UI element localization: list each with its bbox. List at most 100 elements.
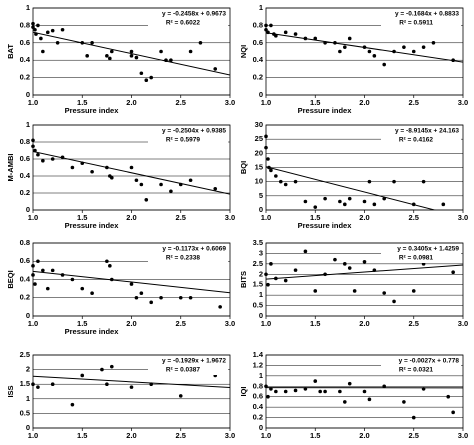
data-point: [333, 257, 337, 262]
data-point: [283, 278, 288, 283]
y-tick-label: 0: [26, 423, 30, 432]
trend-line: [33, 151, 230, 195]
data-point: [411, 49, 416, 54]
data-point: [41, 268, 45, 273]
y-tick-label: 1: [26, 394, 30, 403]
plot-frame: [265, 354, 464, 429]
trend-line: [266, 264, 463, 280]
data-point: [347, 36, 352, 41]
trend-line: [33, 270, 230, 294]
data-point: [421, 45, 426, 49]
data-point: [264, 145, 268, 150]
data-point: [80, 286, 85, 291]
data-point: [382, 384, 387, 389]
y-tick-label: 0.2: [253, 413, 263, 422]
y-axis-label: M-AMBI: [6, 154, 15, 182]
x-tick-label: 1.5: [77, 98, 87, 107]
panel: 0 0.2 0.4 0.6 0.8 1 1.0 1.5 2.0 2.5 3.0 Pressure in…: [6, 120, 235, 230]
trend-line: [266, 166, 437, 210]
data-point: [293, 268, 298, 272]
data-point: [313, 379, 318, 383]
panel: 00.2 0.40.6 0.81 1.21.4 1.0 1.5 2.0 2.5 3.0 IQI y …: [239, 350, 468, 440]
data-point: [105, 382, 109, 387]
equation: y = -0.1684x + 0.8833: [395, 11, 459, 18]
y-tick-label: 0.6: [20, 38, 30, 47]
data-point: [188, 178, 193, 183]
data-point: [367, 179, 372, 184]
plot-frame: [265, 124, 464, 211]
y-tick-label: 1: [259, 371, 263, 380]
data-point: [323, 196, 327, 201]
equation: y = 0.3405x + 1.4259: [397, 246, 459, 253]
x-tick-label: 1.0: [261, 213, 271, 222]
y-tick-label: 0.2: [20, 188, 30, 197]
y-tick-label: 0: [259, 423, 263, 432]
data-point: [343, 262, 347, 266]
equation-box: [148, 357, 228, 375]
y-axis-label: BITS: [239, 271, 248, 288]
data-point: [362, 259, 367, 264]
data-point: [139, 71, 144, 76]
data-point: [269, 168, 273, 173]
data-point: [451, 410, 455, 415]
data-point: [264, 134, 268, 139]
y-tick-label: 0.6: [20, 256, 30, 265]
data-point: [31, 21, 35, 26]
y-tick-label: 2: [259, 269, 263, 278]
equation-box: [148, 245, 228, 263]
y-tick-label: 0: [26, 311, 30, 320]
data-point: [382, 62, 387, 67]
data-point: [367, 49, 372, 54]
data-point: [36, 385, 40, 389]
data-point: [159, 295, 163, 300]
data-point: [100, 367, 104, 372]
trend-line: [266, 32, 463, 63]
x-tick-label: 1.0: [28, 98, 38, 107]
x-tick-label: 2.5: [409, 319, 419, 328]
r-squared: R² = 0.6022: [166, 20, 201, 27]
y-axis-label: BQI: [239, 161, 248, 174]
data-point: [169, 189, 173, 194]
y-tick-label: 0.5: [20, 408, 30, 417]
data-point: [313, 36, 318, 41]
x-tick-label: 3.0: [225, 431, 235, 440]
data-point: [178, 394, 183, 398]
x-tick-label: 2.0: [359, 319, 369, 328]
x-axis-label: Pressure index: [298, 221, 353, 230]
y-tick-label: 0: [259, 90, 263, 99]
data-point: [139, 182, 144, 187]
plot-frame: [265, 7, 464, 96]
data-point: [149, 300, 153, 305]
y-tick-label: 0.8: [253, 20, 263, 29]
data-point: [293, 32, 298, 36]
data-point: [108, 56, 112, 61]
y-tick-label: 15: [255, 162, 263, 171]
x-tick-label: 1.0: [28, 431, 38, 440]
y-tick-label: 1.2: [253, 360, 263, 369]
data-point: [50, 28, 55, 33]
x-tick-label: 3.0: [458, 213, 468, 222]
plot-frame: [32, 124, 231, 211]
data-point: [134, 295, 139, 300]
data-point: [129, 165, 134, 170]
y-tick-label: 0.8: [20, 20, 30, 29]
data-point: [105, 259, 109, 264]
y-tick-label: 1: [26, 120, 30, 129]
data-point: [60, 27, 65, 32]
y-tick-label: 1: [26, 3, 30, 12]
trend-line: [33, 375, 230, 388]
x-tick-label: 1.0: [28, 319, 38, 328]
data-point: [347, 266, 352, 270]
y-tick-label: 20: [255, 148, 263, 157]
data-point: [411, 415, 416, 420]
x-tick-label: 1.5: [310, 431, 320, 440]
equation-box: [148, 10, 228, 28]
x-axis-label: Pressure index: [65, 106, 120, 115]
x-tick-label: 3.0: [458, 319, 468, 328]
x-axis-label: Pressure index: [65, 327, 120, 336]
data-point: [110, 364, 114, 369]
data-point: [313, 289, 318, 293]
data-point: [110, 175, 114, 180]
equation-box: [381, 245, 461, 263]
data-point: [323, 389, 327, 394]
